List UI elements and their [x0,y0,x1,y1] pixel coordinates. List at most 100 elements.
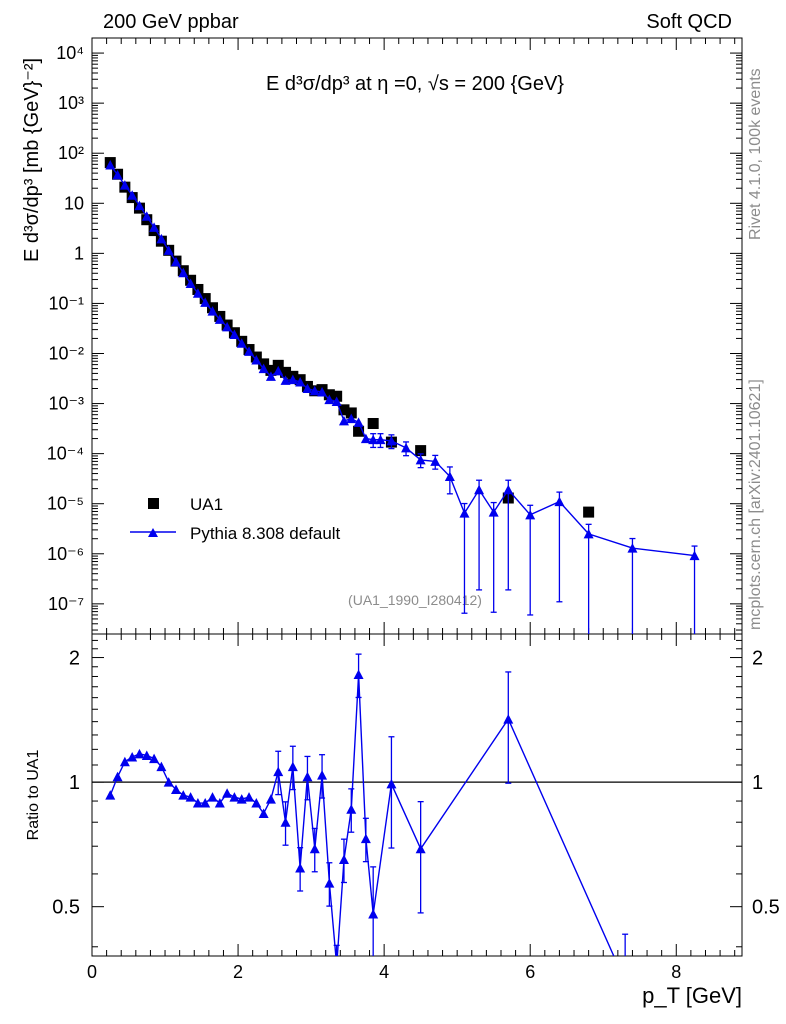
ratio-y-tick-label-left: 2 [69,648,80,670]
pythia-data-point [207,306,218,316]
pythia-data-point [474,484,485,495]
pythia-data-point [583,528,594,539]
ratio-marks [105,653,630,986]
ratio-data-point [338,854,349,865]
main-y-tick-label: 10⁻⁷ [48,594,84,614]
ratio-data-point [214,798,225,808]
pythia-data-point [112,169,123,180]
ratio-data-point [258,808,269,818]
pythia-data-point [346,413,357,424]
main-y-tick-label: 1 [74,243,84,263]
ratio-data-point [149,753,160,764]
pythia-data-point [105,160,116,170]
pythia-data-point [309,385,320,396]
main-y-tick-label: 10⁻² [48,343,84,363]
ratio-data-point [200,798,211,808]
ratio-data-point [346,804,357,814]
ratio-data-point [127,751,138,762]
ratio-data-point [273,766,284,777]
analysis-tag: (UA1_1990_I280412) [348,592,482,608]
pythia-data-point [368,434,379,445]
ratio-data-point [134,748,145,759]
ratio-y-tick-label-left: 0.5 [52,897,80,919]
pythia-data-point [119,180,130,190]
ratio-data-point [386,778,397,789]
pythia-data-point [258,363,269,374]
ratio-data-point [332,961,342,971]
ratio-data-point [265,794,276,804]
pythia-data-point [554,496,565,507]
pythia-data-point [295,376,306,387]
ua1-data-point [583,506,595,518]
ratio-data-point [368,909,379,919]
pythia-data-point [375,434,386,445]
pythia-data-point [200,297,211,307]
pythia-data-point [280,375,291,385]
ratio-data-point [415,843,426,854]
x-tick-label: 0 [87,962,97,982]
ratio-data-point [185,792,196,802]
ua1-data-point [338,404,350,416]
ratio-data-point [229,792,240,802]
ratio-data-point [280,817,291,827]
ratio-data-point [353,669,364,679]
x-tick-label: 8 [671,962,681,982]
main-y-tick-label: 10⁻¹ [48,293,84,313]
pythia-data-point [127,190,138,200]
x-axis-label: p_T [GeV] [642,983,742,1008]
side-mcplots-label: mcplots.cern.ch [arXiv:2401.10621] [747,379,764,630]
pythia-data-point [163,245,174,255]
pythia-data-point [302,383,313,393]
ratio-data-point [324,878,335,888]
ua1-data-point [265,364,277,376]
legend-ua1-label: UA1 [190,495,223,514]
ratio-data-point [620,976,630,986]
legend-ua1-marker [148,498,159,509]
pythia-data-point [401,442,412,453]
ratio-axes: 0 2 4 6 8 0.5 0.5 1 1 2 2 [52,634,780,982]
ua1-data-point [367,417,379,429]
ratio-plot-frame [91,633,743,957]
pythia-data-point [185,278,196,289]
legend-pythia-label: Pythia 8.308 default [190,524,341,543]
ratio-data-point [251,798,262,808]
pythia-data-point [360,433,371,444]
pythia-data-point [141,211,152,221]
ratio-y-tick-label-right: 2 [752,648,763,670]
ratio-data-point [170,784,181,794]
pythia-data-point [244,346,255,356]
ratio-data-point [163,777,174,787]
pythia-data-point [488,507,499,517]
main-y-tick-label: 10² [58,143,84,163]
ratio-data-point [178,790,189,800]
main-y-tick-label: 10⁻³ [48,394,84,414]
pythia-data-point [265,371,276,381]
pythia-data-point [170,256,181,267]
pythia-data-point [192,288,203,298]
main-axes: 10⁻⁷ 10⁻⁶ 10⁻⁵ 10⁻⁴ 10⁻³ 10⁻² 10⁻¹ 1 10 10² 10³ 10⁴ [47,37,742,634]
main-y-tick-label: 10⁻⁵ [47,494,84,514]
pythia-data-point [178,267,189,278]
ua1-data-point [280,366,292,378]
pythia-data-point [627,543,638,553]
ratio-data-point [236,794,247,804]
ratio-data-point [302,771,313,782]
pythia-data-point [430,456,441,466]
pythia-data-point [156,233,167,244]
main-y-axis-label: E d³σ/dp³ [mb {GeV}⁻²] [21,58,43,262]
ratio-data-point [119,756,130,767]
ratio-line [109,674,615,956]
x-tick-label: 4 [379,962,389,982]
pythia-data-point [236,338,247,348]
main-plot-title: E d³σ/dp³ at η =0, √s = 200 {GeV} [266,73,564,95]
ratio-data-point [287,761,298,772]
pythia-data-point [273,365,284,376]
x-tick-label: 6 [525,962,535,982]
pythia-data-point [287,374,298,385]
ratio-data-point [105,790,116,800]
pythia-data-point [324,394,335,405]
ratio-data-point [207,792,218,802]
ua1-data-point [415,445,427,457]
pythia-data-point [689,550,700,561]
